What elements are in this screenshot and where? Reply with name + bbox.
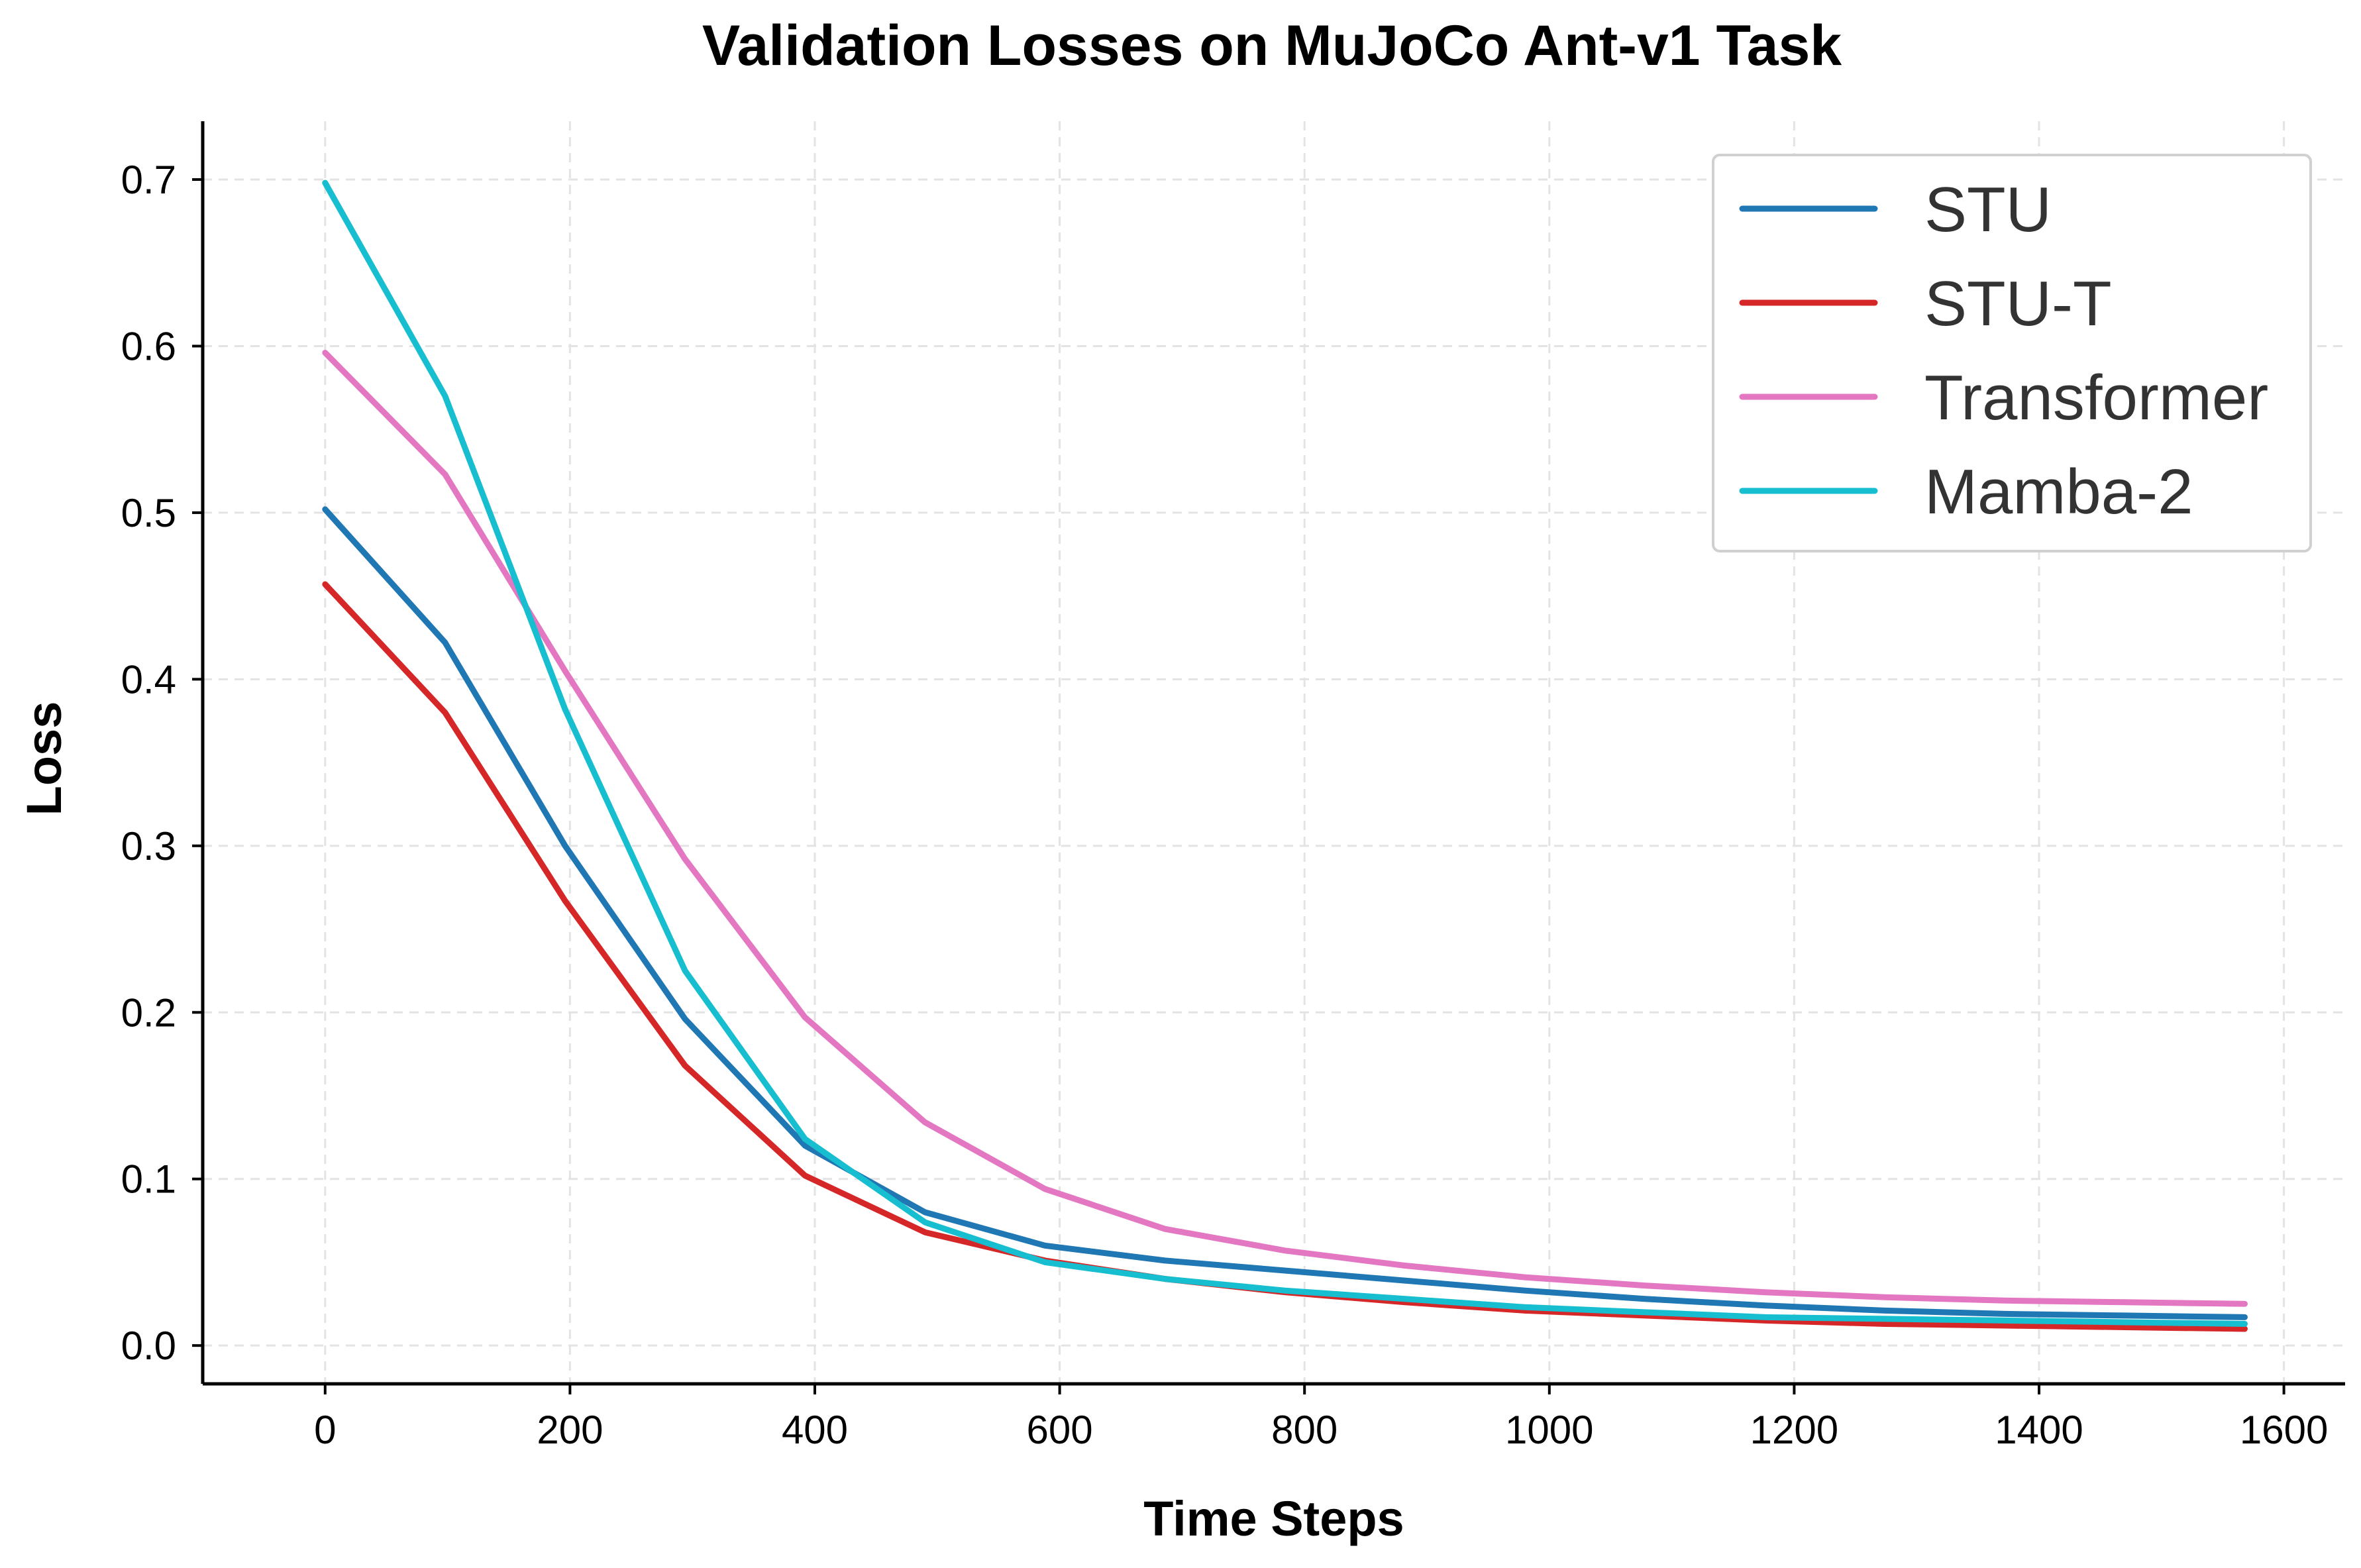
legend: STU STU-T Transformer Mamba-2	[1712, 154, 2312, 552]
x-tick-label: 1200	[1750, 1408, 1838, 1452]
x-tick-label: 1400	[1995, 1408, 2083, 1452]
x-tick-label: 800	[1271, 1408, 1338, 1452]
y-axis-ticks: 0.0 0.1 0.2 0.3 0.4 0.5 0.6 0.7	[121, 158, 203, 1368]
x-axis-label: Time Steps	[1143, 1491, 1404, 1546]
series-line-stu-t	[322, 581, 2248, 1332]
y-tick-label: 0.5	[121, 491, 176, 535]
series-line-mamba-2	[322, 180, 2248, 1327]
legend-label: STU-T	[1924, 268, 2112, 339]
x-tick-label: 1000	[1505, 1408, 1593, 1452]
y-tick-label: 0.6	[121, 324, 176, 368]
plot-lines	[322, 180, 2248, 1332]
legend-label: STU	[1924, 174, 2052, 245]
legend-box	[1712, 154, 2312, 552]
chart-title: Validation Losses on MuJoCo Ant-v1 Task	[702, 14, 1842, 78]
legend-label: Mamba-2	[1924, 456, 2193, 527]
x-tick-label: 0	[314, 1408, 336, 1452]
x-tick-label: 400	[782, 1408, 848, 1452]
y-tick-label: 0.1	[121, 1157, 176, 1202]
series-line-transformer	[322, 350, 2248, 1307]
y-tick-label: 0.3	[121, 824, 176, 868]
y-tick-label: 0.0	[121, 1324, 176, 1368]
x-tick-label: 200	[537, 1408, 603, 1452]
y-tick-label: 0.4	[121, 657, 176, 702]
series-line-stu	[322, 506, 2248, 1320]
y-tick-label: 0.2	[121, 990, 176, 1035]
x-tick-label: 1600	[2240, 1408, 2328, 1452]
x-axis-ticks: 0 200 400 600 800 1000 1200 1400 1600	[314, 1384, 2328, 1452]
legend-label: Transformer	[1924, 362, 2268, 433]
y-tick-label: 0.7	[121, 158, 176, 202]
axes	[201, 121, 2345, 1386]
y-axis-label: Loss	[17, 702, 72, 816]
x-tick-label: 600	[1027, 1408, 1093, 1452]
